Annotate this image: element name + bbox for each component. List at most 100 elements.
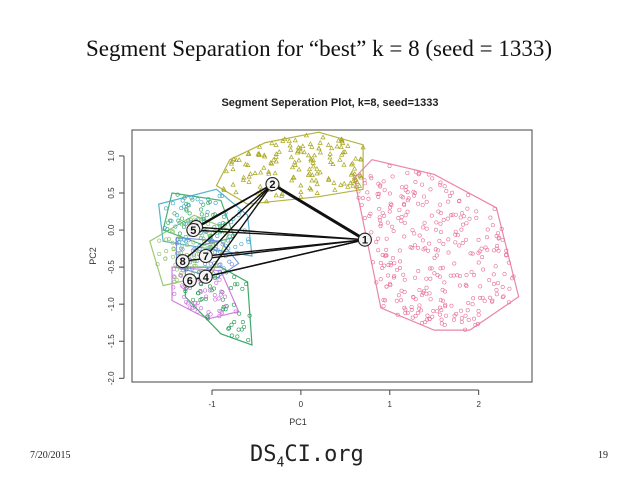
cluster-point-6	[172, 291, 177, 296]
cluster-point-8	[171, 246, 176, 251]
cluster-point-7	[215, 248, 220, 253]
cluster-point-1	[369, 176, 374, 181]
cluster-point-1	[409, 304, 414, 309]
cluster-point-5	[239, 242, 244, 247]
cluster-center-label-1: 1	[362, 235, 368, 247]
cluster-point-1	[367, 213, 372, 218]
cluster-point-2	[288, 147, 294, 152]
cluster-point-2	[288, 154, 294, 160]
cluster-point-1	[376, 236, 381, 241]
cluster-point-1	[412, 193, 417, 198]
cluster-point-2	[310, 160, 316, 165]
cluster-point-1	[416, 172, 421, 177]
cluster-point-1	[466, 301, 471, 306]
cluster-point-1	[413, 313, 418, 318]
cluster-point-1	[383, 253, 388, 258]
cluster-point-8	[170, 229, 175, 234]
cluster-point-2	[301, 149, 307, 155]
cluster-point-1	[410, 245, 415, 250]
cluster-point-2	[258, 169, 264, 175]
cluster-point-1	[419, 293, 424, 298]
cluster-point-1	[387, 163, 392, 168]
cluster-point-8	[202, 244, 207, 249]
cluster-point-1	[442, 323, 447, 328]
cluster-point-2	[268, 159, 274, 165]
x-tick-label: 1	[388, 400, 393, 409]
cluster-point-2	[287, 142, 293, 148]
cluster-point-1	[467, 216, 472, 221]
cluster-point-2	[326, 175, 332, 181]
cluster-point-6	[218, 292, 223, 297]
y-tick-label: 0.0	[107, 224, 116, 236]
cluster-point-1	[464, 284, 469, 289]
cluster-point-5	[197, 244, 202, 249]
cluster-point-2	[358, 156, 364, 162]
cluster-point-3	[217, 224, 222, 229]
cluster-point-1	[368, 174, 373, 179]
cluster-center-4	[198, 269, 213, 284]
cluster-point-1	[465, 308, 470, 313]
cluster-point-7	[174, 241, 179, 246]
cluster-point-1	[356, 189, 361, 194]
cluster-point-1	[406, 196, 411, 201]
cluster-point-1	[481, 267, 486, 272]
cluster-point-2	[221, 187, 227, 193]
cluster-point-1	[480, 295, 485, 300]
cluster-point-2	[256, 151, 262, 156]
cluster-point-1	[388, 205, 393, 210]
slide-title: Segment Separation for “best” k = 8 (see…	[85, 36, 552, 61]
y-tick-label: 0.5	[107, 187, 116, 199]
data-points	[155, 132, 516, 343]
cluster-point-4	[205, 316, 210, 321]
cluster-point-4	[237, 311, 242, 316]
cluster-point-1	[475, 321, 480, 326]
cluster-point-2	[231, 156, 237, 161]
cluster-point-1	[413, 179, 418, 184]
cluster-point-1	[453, 240, 458, 245]
cluster-point-1	[445, 216, 450, 221]
cluster-point-1	[434, 253, 439, 258]
cluster-point-1	[439, 317, 444, 322]
cluster-point-3	[207, 199, 212, 204]
cluster-point-5	[227, 234, 232, 239]
cluster-point-2	[273, 154, 279, 159]
cluster-point-1	[470, 251, 475, 256]
cluster-point-2	[353, 155, 359, 161]
cluster-point-1	[459, 316, 464, 321]
cluster-point-1	[421, 225, 426, 230]
cluster-point-8	[164, 249, 169, 254]
cluster-point-2	[345, 143, 351, 148]
cluster-point-2	[317, 149, 324, 155]
cluster-point-4	[233, 282, 238, 287]
cluster-point-1	[466, 317, 471, 322]
cluster-point-5	[186, 202, 191, 207]
cluster-point-8	[157, 238, 162, 243]
cluster-point-1	[507, 300, 512, 305]
cluster-point-1	[382, 263, 387, 268]
cluster-point-8	[172, 279, 177, 284]
cluster-point-1	[388, 201, 393, 206]
cluster-point-7	[178, 237, 183, 242]
cluster-point-2	[298, 182, 304, 188]
cluster-point-1	[506, 260, 511, 265]
cluster-point-4	[211, 286, 216, 291]
cluster-point-1	[427, 317, 432, 322]
cluster-point-8	[171, 229, 176, 234]
cluster-point-2	[276, 149, 282, 154]
cluster-point-1	[386, 262, 391, 267]
cluster-point-1	[427, 266, 432, 271]
cluster-point-6	[212, 293, 217, 298]
cluster-point-2	[314, 181, 320, 187]
cluster-point-1	[422, 194, 427, 199]
cluster-point-6	[179, 273, 184, 278]
cluster-point-1	[457, 243, 462, 248]
cluster-point-1	[369, 230, 374, 235]
cluster-point-2	[292, 162, 298, 167]
cluster-point-6	[223, 294, 228, 299]
cluster-point-7	[186, 238, 191, 243]
cluster-point-6	[219, 289, 224, 294]
cluster-point-1	[411, 295, 416, 300]
cluster-point-2	[353, 176, 359, 182]
cluster-point-8	[211, 241, 216, 246]
cluster-point-5	[246, 237, 251, 242]
